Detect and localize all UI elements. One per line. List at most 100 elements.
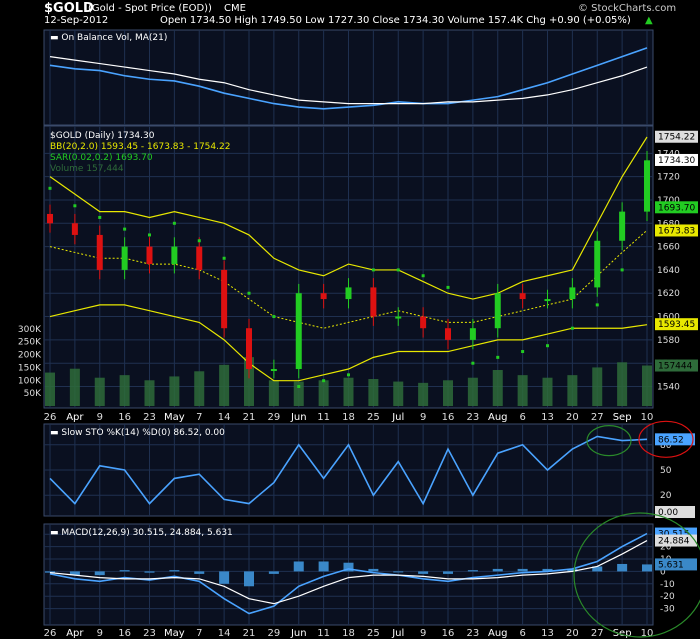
- macd-histogram-bar: [617, 563, 628, 572]
- volume-bar: [268, 380, 279, 406]
- x-tick-label: 7: [196, 412, 202, 423]
- sar-dot: [123, 227, 127, 231]
- price-candle: [47, 213, 53, 224]
- sar-dot: [48, 186, 52, 190]
- x-tick-label: 10: [641, 412, 654, 423]
- sar-dot: [371, 268, 375, 272]
- macd-histogram-bar: [542, 568, 553, 572]
- price-candle: [295, 293, 302, 370]
- bb-lower-line: [49, 304, 648, 382]
- price-label: 1673.83: [658, 226, 695, 236]
- volume-bar: [169, 376, 180, 406]
- x-tick-label: Sep: [613, 628, 632, 639]
- price-candle: [594, 240, 601, 288]
- macd-tick-label: 0: [660, 567, 666, 577]
- volume-bar: [69, 368, 80, 406]
- price-candle: [370, 287, 377, 317]
- volume-bar: [617, 362, 628, 406]
- macd-line: [49, 532, 648, 615]
- exchange: CME: [224, 3, 246, 14]
- x-tick-label: 6: [519, 628, 525, 639]
- x-tick-label: 9: [97, 628, 103, 639]
- price-label: 1734.30: [658, 156, 695, 166]
- sar-dot: [322, 379, 326, 383]
- sar-dot: [197, 239, 201, 243]
- x-tick-label: 16: [442, 412, 455, 423]
- x-tick-label: 29: [268, 412, 281, 423]
- x-tick-label: May: [164, 628, 185, 639]
- x-tick-label: Jul: [391, 412, 404, 423]
- volume-bar: [144, 380, 155, 406]
- sar-dot: [222, 256, 226, 260]
- sar-dot: [521, 350, 525, 354]
- macd-histogram-bar: [194, 571, 205, 574]
- sto-k-line: [49, 435, 648, 506]
- x-tick-label: 11: [317, 628, 330, 639]
- chart-header: $GOLD (Gold - Spot Price (EOD)) CME 12-S…: [0, 0, 700, 28]
- x-tick-label: Jun: [290, 628, 307, 639]
- price-legend-item: Volume 157,444: [50, 164, 124, 174]
- sto-label-tag: [655, 433, 695, 446]
- volume-tick-label: 100K: [18, 376, 42, 386]
- sar-dot: [297, 385, 301, 389]
- sar-dot: [347, 373, 350, 377]
- price-label: 1593.45: [658, 320, 695, 330]
- annotation-circle-green: [586, 425, 632, 457]
- sar-dot: [471, 361, 475, 365]
- x-tick-label: Aug: [488, 628, 508, 639]
- brand-logo: © StockCharts.com: [578, 3, 677, 14]
- price-tick-label: 1640: [657, 266, 680, 276]
- sar-dot: [272, 315, 276, 319]
- volume-bar: [418, 382, 429, 406]
- macd-histogram-bar: [268, 571, 279, 574]
- macd-tick-label: 20: [660, 543, 672, 553]
- macd-histogram-bar: [219, 571, 230, 584]
- sto-legend: ▬ Slow STO %K(14) %D(0) 86.52, 0.00: [50, 428, 225, 438]
- x-tick-label: 18: [342, 412, 355, 423]
- sar-dot: [396, 268, 400, 272]
- x-tick-label: 27: [591, 412, 604, 423]
- x-tick-label: 10: [641, 628, 654, 639]
- volume-bar: [567, 375, 578, 406]
- macd-histogram-bar: [393, 571, 404, 573]
- x-tick-label: 21: [243, 628, 256, 639]
- x-tick-label: 18: [342, 628, 355, 639]
- volume-bar: [343, 377, 354, 406]
- x-tick-label: 20: [566, 412, 579, 423]
- volume-bar: [443, 380, 453, 406]
- x-tick-label: 23: [467, 412, 480, 423]
- macd-histogram-bar: [343, 562, 354, 572]
- x-tick-label: 27: [591, 628, 604, 639]
- date: 12-Sep-2012: [44, 15, 109, 26]
- sar-dot: [496, 355, 500, 359]
- volume-tick-label: 150K: [18, 363, 42, 373]
- price-candle: [221, 269, 228, 329]
- volume-tick-label: 200K: [18, 351, 42, 361]
- x-tick-label: 11: [317, 412, 330, 423]
- sar-dot: [98, 215, 102, 219]
- x-tick-label: Apr: [66, 628, 84, 639]
- price-candle: [246, 328, 252, 370]
- macd-tick-label: -20: [660, 592, 675, 602]
- x-tick-label: 21: [243, 412, 256, 423]
- sar-dot: [546, 344, 549, 348]
- x-tick-label: 25: [367, 412, 380, 423]
- x-tick-label: 9: [420, 412, 426, 423]
- price-candle: [420, 316, 427, 329]
- x-tick-label: 26: [44, 412, 57, 423]
- x-tick-label: 16: [118, 412, 131, 423]
- sar-dot: [172, 221, 176, 225]
- x-tick-label: 13: [541, 628, 554, 639]
- price-tick-label: 1660: [657, 243, 680, 253]
- sar-dot: [421, 274, 425, 278]
- sar-dot: [247, 291, 251, 295]
- x-tick-label: 23: [143, 412, 156, 423]
- macd-histogram-bar: [517, 568, 528, 572]
- price-candle: [469, 328, 476, 340]
- x-tick-label: 9: [97, 412, 103, 423]
- macd-histogram-bar: [368, 568, 379, 572]
- sto-tick-label: 50: [660, 466, 672, 476]
- price-candle: [320, 293, 327, 300]
- x-tick-label: May: [164, 412, 185, 423]
- x-tick-label: 14: [218, 412, 231, 423]
